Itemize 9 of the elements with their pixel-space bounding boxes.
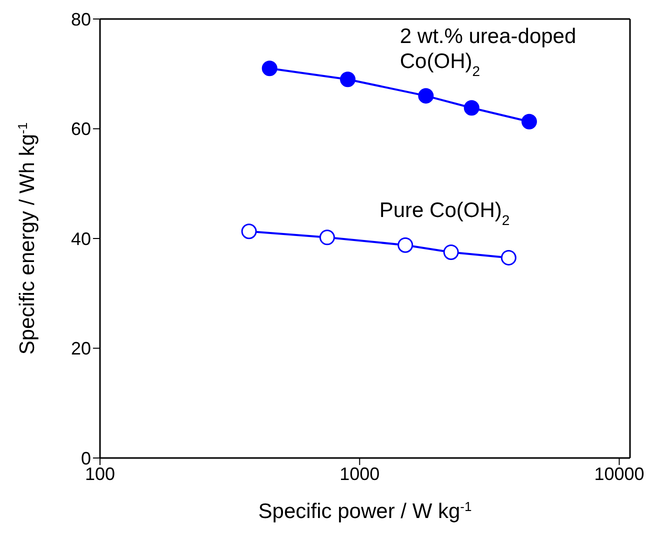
x-tick-label: 10000 (594, 464, 644, 484)
y-tick-label: 60 (70, 119, 91, 140)
y-tick-label: 80 (70, 9, 91, 30)
x-axis-title: Specific power / W kg$^{-1}$ (258, 498, 472, 523)
y-tick-label: 40 (70, 228, 91, 249)
series-label: 2 wt.% urea-doped Co(OH)$_{2}$ (400, 24, 576, 79)
series-label: Pure Co(OH)$_{2}$ (379, 199, 510, 228)
x-tick-label: 1000 (340, 464, 380, 484)
y-tick-label: 20 (70, 338, 91, 359)
